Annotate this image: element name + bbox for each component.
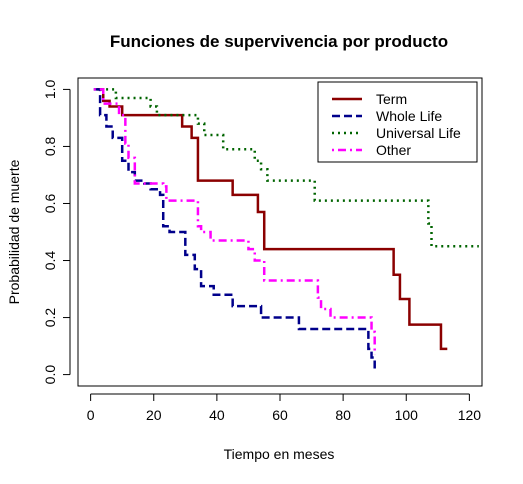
series-line-other	[93, 88, 376, 355]
x-tick-label: 80	[335, 407, 351, 423]
y-tick-label: 0.6	[42, 194, 58, 214]
x-axis: 0 20 40 60 80 100 120	[87, 393, 482, 423]
legend-label-universal-life: Universal Life	[376, 125, 461, 141]
series-line-term	[96, 88, 448, 351]
legend-box	[317, 81, 478, 163]
chart-title: Funciones de supervivencia por producto	[110, 32, 448, 51]
x-tick-label: 40	[209, 407, 225, 423]
x-tick-label: 0	[87, 407, 95, 423]
y-tick-label: 0.0	[42, 365, 58, 385]
x-tick-label: 20	[146, 407, 162, 423]
x-tick-label: 60	[272, 407, 288, 423]
x-axis-label: Tiempo en meses	[224, 446, 335, 462]
x-tick-label: 100	[395, 407, 419, 423]
y-axis: 0.0 0.2 0.4 0.6 0.8 1.0	[42, 79, 71, 385]
plot-frame	[77, 77, 483, 387]
y-axis-label: Probabilidad de muerte	[6, 159, 22, 304]
y-tick-label: 0.4	[42, 251, 58, 271]
y-tick-label: 0.2	[42, 308, 58, 328]
legend-label-other: Other	[376, 142, 411, 158]
series-line-universal-life	[100, 88, 479, 248]
y-tick-label: 1.0	[42, 79, 58, 99]
x-tick-label: 120	[458, 407, 482, 423]
plot-area	[93, 88, 479, 369]
legend-label-whole-life: Whole Life	[376, 108, 442, 124]
y-tick-label: 0.8	[42, 137, 58, 157]
legend-label-term: Term	[376, 91, 407, 107]
